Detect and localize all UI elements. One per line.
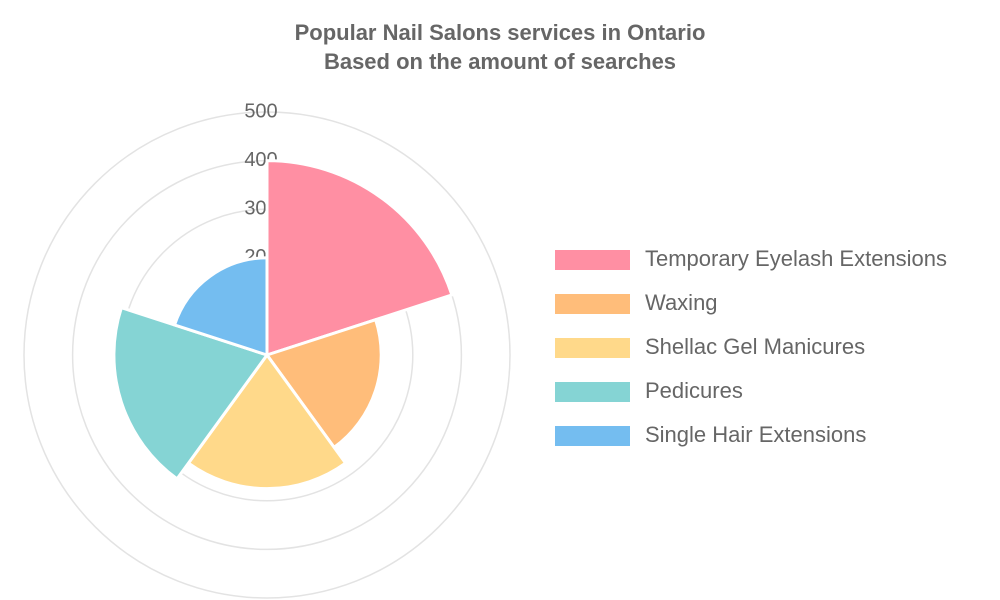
segment [264,317,383,450]
grid-circle [23,111,511,599]
chart-title: Popular Nail Salons services in Ontario [295,20,706,45]
segment [265,159,454,358]
legend-swatch [555,426,630,446]
chart-subtitle: Based on the amount of searches [324,49,676,74]
segment [172,256,269,358]
legend-label: Temporary Eyelash Extensions [645,246,947,271]
legend-swatch [555,338,630,358]
r-tick-label: 500 [244,100,277,122]
legend-label: Pedicures [645,378,743,403]
legend-swatch [555,382,630,402]
legend-label: Waxing [645,290,718,315]
legend-swatch [555,250,630,270]
legend-label: Single Hair Extensions [645,422,866,447]
segment [112,305,270,481]
legend-label: Shellac Gel Manicures [645,334,865,359]
segment [186,352,348,491]
legend-swatch [555,294,630,314]
